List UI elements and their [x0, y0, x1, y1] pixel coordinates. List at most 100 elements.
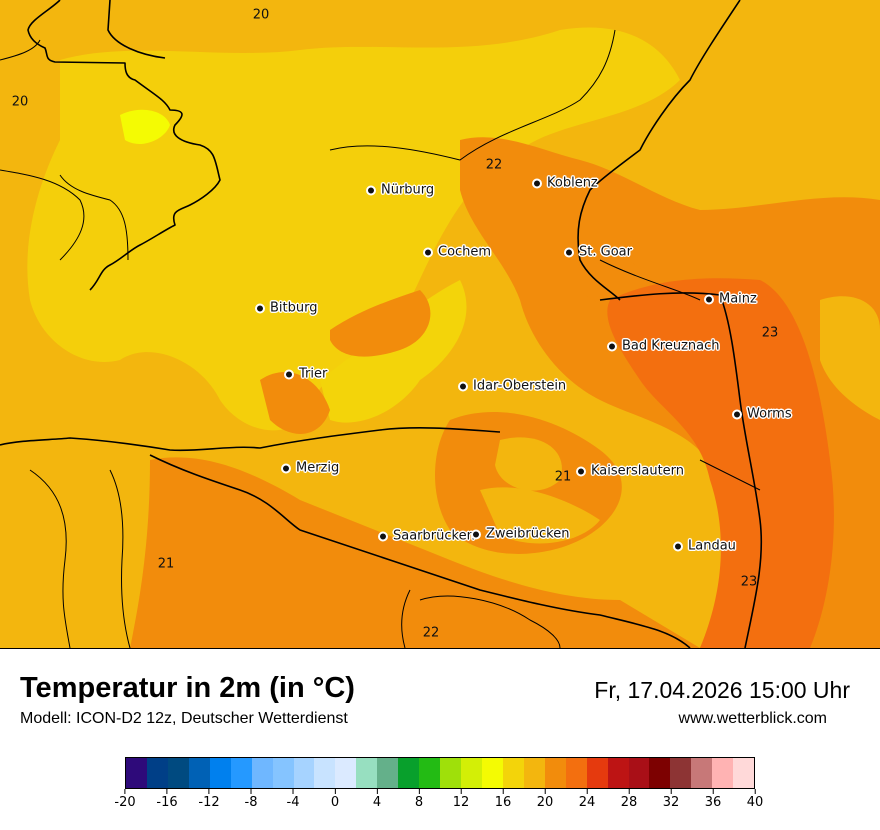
colorbar-segment	[146, 758, 168, 788]
model-subtitle: Modell: ICON-D2 12z, Deutscher Wetterdie…	[20, 710, 348, 727]
colorbar-segment	[419, 758, 441, 788]
colorbar-segment	[440, 758, 461, 788]
city-name: Bitburg	[270, 300, 318, 316]
city-dot-icon	[423, 247, 433, 257]
colorbar-tick: 20	[537, 789, 553, 810]
city-dot-icon	[607, 341, 617, 351]
tick-label: 24	[578, 795, 596, 810]
city-dot-icon	[378, 531, 388, 541]
city-dot-icon	[564, 247, 574, 257]
tick-label: -8	[244, 795, 258, 810]
tick-mark	[376, 789, 378, 794]
city-marker[interactable]: Bitburg	[255, 301, 318, 316]
colorbar-segment	[377, 758, 399, 788]
temperature-map[interactable]: 20 20 22 23 21 21 23 22 Nürburg Koblenz Cochem St.…	[0, 0, 880, 649]
city-dot-icon	[281, 463, 291, 473]
city-marker[interactable]: Kaiserslautern	[576, 464, 684, 479]
colorbar-segment	[188, 758, 210, 788]
city-dot-icon	[576, 466, 586, 476]
city-name: Nürburg	[381, 182, 435, 198]
city-marker[interactable]: Koblenz	[532, 176, 598, 191]
city-dot-icon	[732, 409, 742, 419]
city-dot-icon	[673, 541, 683, 551]
tick-label: -20	[114, 795, 136, 810]
tick-label: 12	[452, 795, 470, 810]
colorbar-segment	[733, 758, 755, 788]
city-marker[interactable]: St. Goar	[564, 245, 632, 260]
isoline-label: 22	[485, 157, 503, 173]
city-name: Saarbrücken	[393, 528, 475, 544]
isoline-label: 21	[554, 469, 572, 485]
colorbar-segment	[126, 758, 147, 788]
colorbar-tick: 28	[621, 789, 637, 810]
tick-label: 8	[414, 795, 424, 810]
city-marker[interactable]: Worms	[732, 407, 792, 422]
tick-label: 36	[704, 795, 722, 810]
colorbar-segment	[356, 758, 378, 788]
colorbar-segment	[502, 758, 524, 788]
colorbar-tick: 12	[452, 789, 470, 810]
colorbar-segment	[481, 758, 503, 788]
city-name: Worms	[747, 406, 792, 422]
tick-mark	[628, 789, 630, 794]
city-name: Landau	[688, 538, 736, 554]
city-name: Idar-Oberstein	[473, 378, 567, 394]
colorbar-segment	[691, 758, 713, 788]
colorbar-segment	[607, 758, 629, 788]
colorbar-segment	[335, 758, 357, 788]
colorbar-tick: -4	[286, 789, 300, 810]
city-marker[interactable]: Merzig	[281, 461, 339, 476]
colorbar-tick: -16	[156, 789, 178, 810]
colorbar-tick: 32	[662, 789, 680, 810]
city-marker[interactable]: Landau	[673, 539, 736, 554]
city-marker[interactable]: Trier	[284, 367, 327, 382]
isoline-label: 20	[252, 7, 270, 23]
city-name: Zweibrücken	[486, 526, 570, 542]
temperature-field	[0, 0, 880, 648]
tick-mark	[124, 789, 126, 794]
website-credit[interactable]: www.wetterblick.com	[678, 710, 827, 727]
city-dot-icon	[255, 303, 265, 313]
colorbar-tick: 8	[415, 789, 423, 810]
city-dot-icon	[366, 185, 376, 195]
isoline-label: 23	[740, 574, 758, 590]
colorbar-segment	[293, 758, 315, 788]
tick-label: 16	[494, 795, 512, 810]
tick-label: -4	[286, 795, 300, 810]
city-marker[interactable]: Cochem	[423, 245, 491, 260]
city-dot-icon	[458, 381, 468, 391]
city-marker[interactable]: Mainz	[704, 292, 757, 307]
city-marker[interactable]: Idar-Oberstein	[458, 379, 566, 394]
city-name: St. Goar	[579, 244, 632, 260]
city-marker[interactable]: Saarbrücken	[378, 529, 475, 544]
colorbar-tick: -20	[114, 789, 136, 810]
tick-mark	[670, 789, 672, 794]
colorbar-segment	[586, 758, 608, 788]
colorbar-tick: -12	[198, 789, 220, 810]
colorbar-segment	[272, 758, 294, 788]
city-marker[interactable]: Zweibrücken	[471, 527, 569, 542]
tick-label: -12	[198, 795, 220, 810]
city-marker[interactable]: Bad Kreuznach	[607, 339, 720, 354]
tick-mark	[544, 789, 546, 794]
city-name: Kaiserslautern	[591, 463, 685, 479]
colorbar-segment	[398, 758, 420, 788]
tick-label: 0	[330, 795, 340, 810]
city-dot-icon	[284, 369, 294, 379]
colorbar	[125, 757, 755, 789]
colorbar-segment	[649, 758, 671, 788]
city-name: Merzig	[296, 460, 340, 476]
city-name: Mainz	[719, 291, 757, 307]
tick-mark	[292, 789, 294, 794]
city-name: Cochem	[438, 244, 492, 260]
colorbar-segment	[314, 758, 336, 788]
city-dot-icon	[471, 529, 481, 539]
city-marker[interactable]: Nürburg	[366, 183, 434, 198]
colorbar-tick: -8	[244, 789, 258, 810]
tick-mark	[208, 789, 210, 794]
city-dot-icon	[532, 178, 542, 188]
city-name: Bad Kreuznach	[622, 338, 720, 354]
tick-mark	[754, 789, 756, 794]
tick-label: 32	[662, 795, 680, 810]
colorbar-segment	[461, 758, 482, 788]
